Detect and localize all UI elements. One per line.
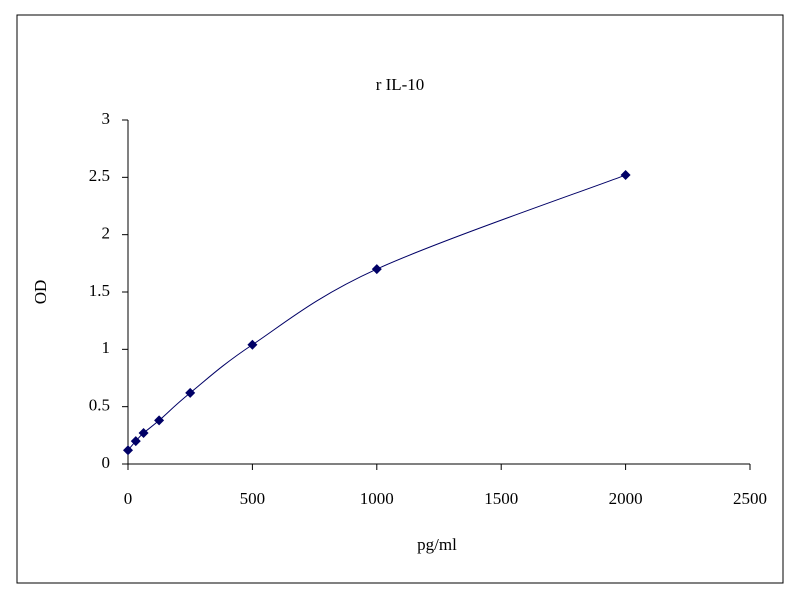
chart-frame [16,14,784,584]
data-point [620,170,631,181]
y-tick-label: 1.5 [89,281,110,300]
x-tick-label: 1500 [484,489,518,508]
data-point [185,387,196,398]
x-tick-label: 2500 [733,489,767,508]
y-tick-label: 1 [102,338,111,357]
y-axis-label: OD [31,280,50,305]
x-axis-label: pg/ml [417,535,457,554]
y-tick-label: 0 [102,453,111,472]
y-tick-label: 2.5 [89,166,110,185]
series-line [127,174,626,451]
x-tick-label: 0 [124,489,133,508]
chart-title: r IL-10 [376,75,425,94]
data-point [371,264,382,275]
data-point [154,415,165,426]
x-tick-label: 2000 [609,489,643,508]
data-point [138,428,149,439]
data-point [247,339,258,350]
x-tick-label: 1000 [360,489,394,508]
data-point [123,445,133,456]
data-point [130,436,141,447]
y-tick-label: 3 [102,109,111,128]
y-tick-label: 2 [102,224,111,243]
y-tick-label: 0.5 [89,396,110,415]
x-tick-label: 500 [240,489,266,508]
